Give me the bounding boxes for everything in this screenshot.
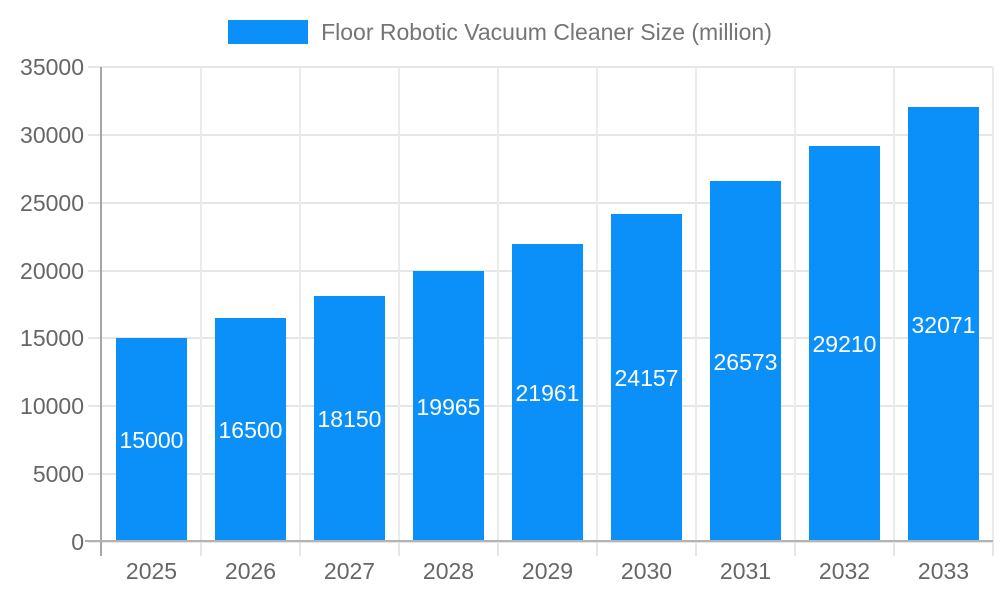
bar-value-label: 15000 (119, 427, 184, 453)
y-axis-tick-label: 15000 (20, 325, 84, 351)
x-axis-tick-label: 2025 (125, 558, 178, 584)
x-gridline (299, 67, 301, 542)
x-axis-tick-label: 2031 (719, 558, 772, 584)
x-axis-tick (299, 542, 301, 556)
x-axis-line (85, 540, 993, 542)
bar[interactable]: 29210 (809, 146, 880, 542)
x-gridline (398, 67, 400, 542)
bar-value-label: 26573 (713, 348, 778, 375)
y-axis-tick-label: 10000 (20, 393, 84, 419)
x-axis-tick (893, 542, 895, 556)
bar[interactable]: 15000 (116, 338, 187, 542)
x-gridline (992, 67, 994, 542)
bar[interactable]: 16500 (215, 318, 286, 542)
bar[interactable]: 26573 (710, 181, 781, 542)
x-axis-tick (497, 542, 499, 556)
bar[interactable]: 32071 (908, 107, 979, 542)
bar-value-label: 21961 (515, 380, 580, 406)
y-axis-tick-label: 35000 (20, 54, 84, 80)
x-gridline (893, 67, 895, 542)
y-gridline (88, 541, 993, 543)
bar-value-label: 32071 (911, 311, 976, 338)
x-axis-tick-label: 2029 (521, 558, 574, 584)
x-axis-tick-label: 2028 (422, 558, 475, 584)
bar-value-label: 29210 (812, 331, 877, 357)
bar[interactable]: 24157 (611, 214, 682, 542)
legend-item[interactable]: Floor Robotic Vacuum Cleaner Size (milli… (0, 14, 1000, 50)
bar-value-label: 18150 (317, 406, 382, 432)
y-axis-line (100, 67, 102, 556)
x-gridline (497, 67, 499, 542)
y-gridline (88, 66, 993, 68)
x-gridline (200, 67, 202, 542)
bar-value-label: 16500 (218, 417, 283, 443)
x-axis-tick (992, 542, 994, 556)
y-gridline (88, 202, 993, 204)
x-axis-tick-label: 2033 (917, 558, 970, 584)
y-axis-tick-label: 5000 (32, 461, 84, 487)
x-axis-tick (695, 542, 697, 556)
bar[interactable]: 18150 (314, 296, 385, 542)
x-axis-tick-label: 2030 (620, 558, 673, 584)
x-gridline (596, 67, 598, 542)
legend-swatch (228, 20, 309, 44)
x-axis-tick-label: 2026 (224, 558, 277, 584)
bar-value-label: 19965 (416, 393, 481, 420)
y-axis-tick-label: 25000 (20, 190, 84, 216)
x-gridline (695, 67, 697, 542)
x-axis-tick-label: 2032 (818, 558, 871, 584)
x-axis-tick (596, 542, 598, 556)
x-axis-tick (794, 542, 796, 556)
x-axis-tick-label: 2027 (323, 558, 376, 584)
bar[interactable]: 21961 (512, 244, 583, 542)
bar[interactable]: 19965 (413, 271, 484, 542)
x-axis-tick (200, 542, 202, 556)
x-gridline (794, 67, 796, 542)
legend-label: Floor Robotic Vacuum Cleaner Size (milli… (321, 19, 772, 45)
y-axis-tick-label: 0 (71, 529, 84, 555)
y-axis-tick-label: 30000 (20, 122, 84, 148)
bar-value-label: 24157 (614, 365, 679, 391)
y-gridline (88, 134, 993, 136)
x-axis-tick (398, 542, 400, 556)
y-axis-tick-label: 20000 (20, 258, 84, 284)
